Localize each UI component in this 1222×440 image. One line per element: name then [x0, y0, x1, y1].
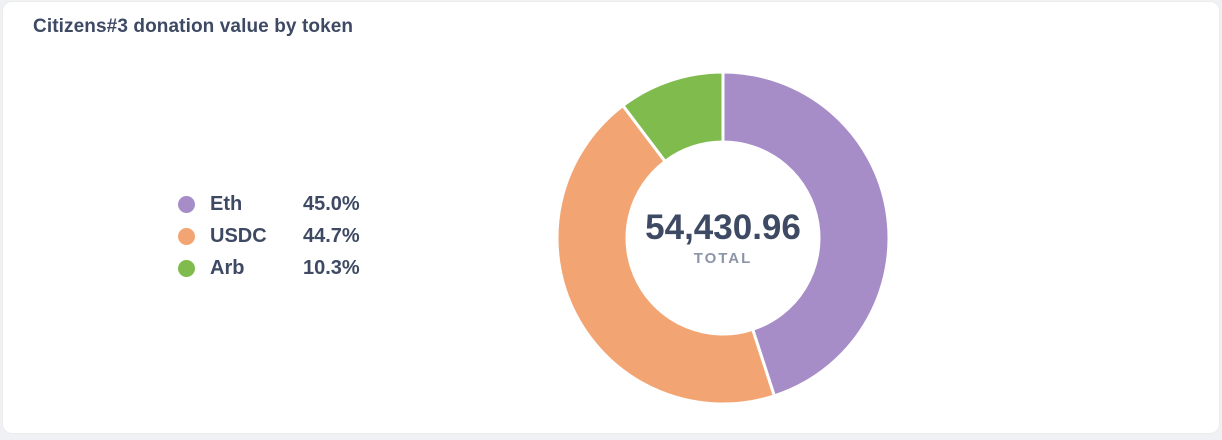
chart-legend: Eth 45.0% USDC 44.7% Arb 10.3%	[178, 188, 360, 284]
donut-slice-arb[interactable]	[620, 70, 725, 164]
legend-item-eth[interactable]: Eth 45.0%	[178, 188, 360, 220]
chart-title: Citizens#3 donation value by token	[33, 16, 354, 37]
legend-value: 10.3%	[303, 256, 360, 279]
legend-value: 44.7%	[303, 224, 360, 247]
legend-label: Eth	[210, 192, 243, 215]
legend-label: USDC	[210, 224, 267, 247]
legend-item-arb[interactable]: Arb 10.3%	[178, 252, 360, 284]
legend-swatch-eth	[178, 195, 195, 213]
legend-swatch-usdc	[178, 227, 195, 245]
legend-item-usdc[interactable]: USDC 44.7%	[178, 220, 360, 252]
legend-swatch-arb	[178, 259, 195, 277]
legend-label: Arb	[210, 256, 245, 279]
donut-chart: 54,430.96 TOTAL	[547, 62, 899, 414]
donut-chart-svg	[555, 70, 891, 406]
donut-slice-eth[interactable]	[721, 70, 891, 398]
legend-value: 45.0%	[303, 192, 360, 215]
donut-slice-usdc[interactable]	[555, 103, 777, 406]
